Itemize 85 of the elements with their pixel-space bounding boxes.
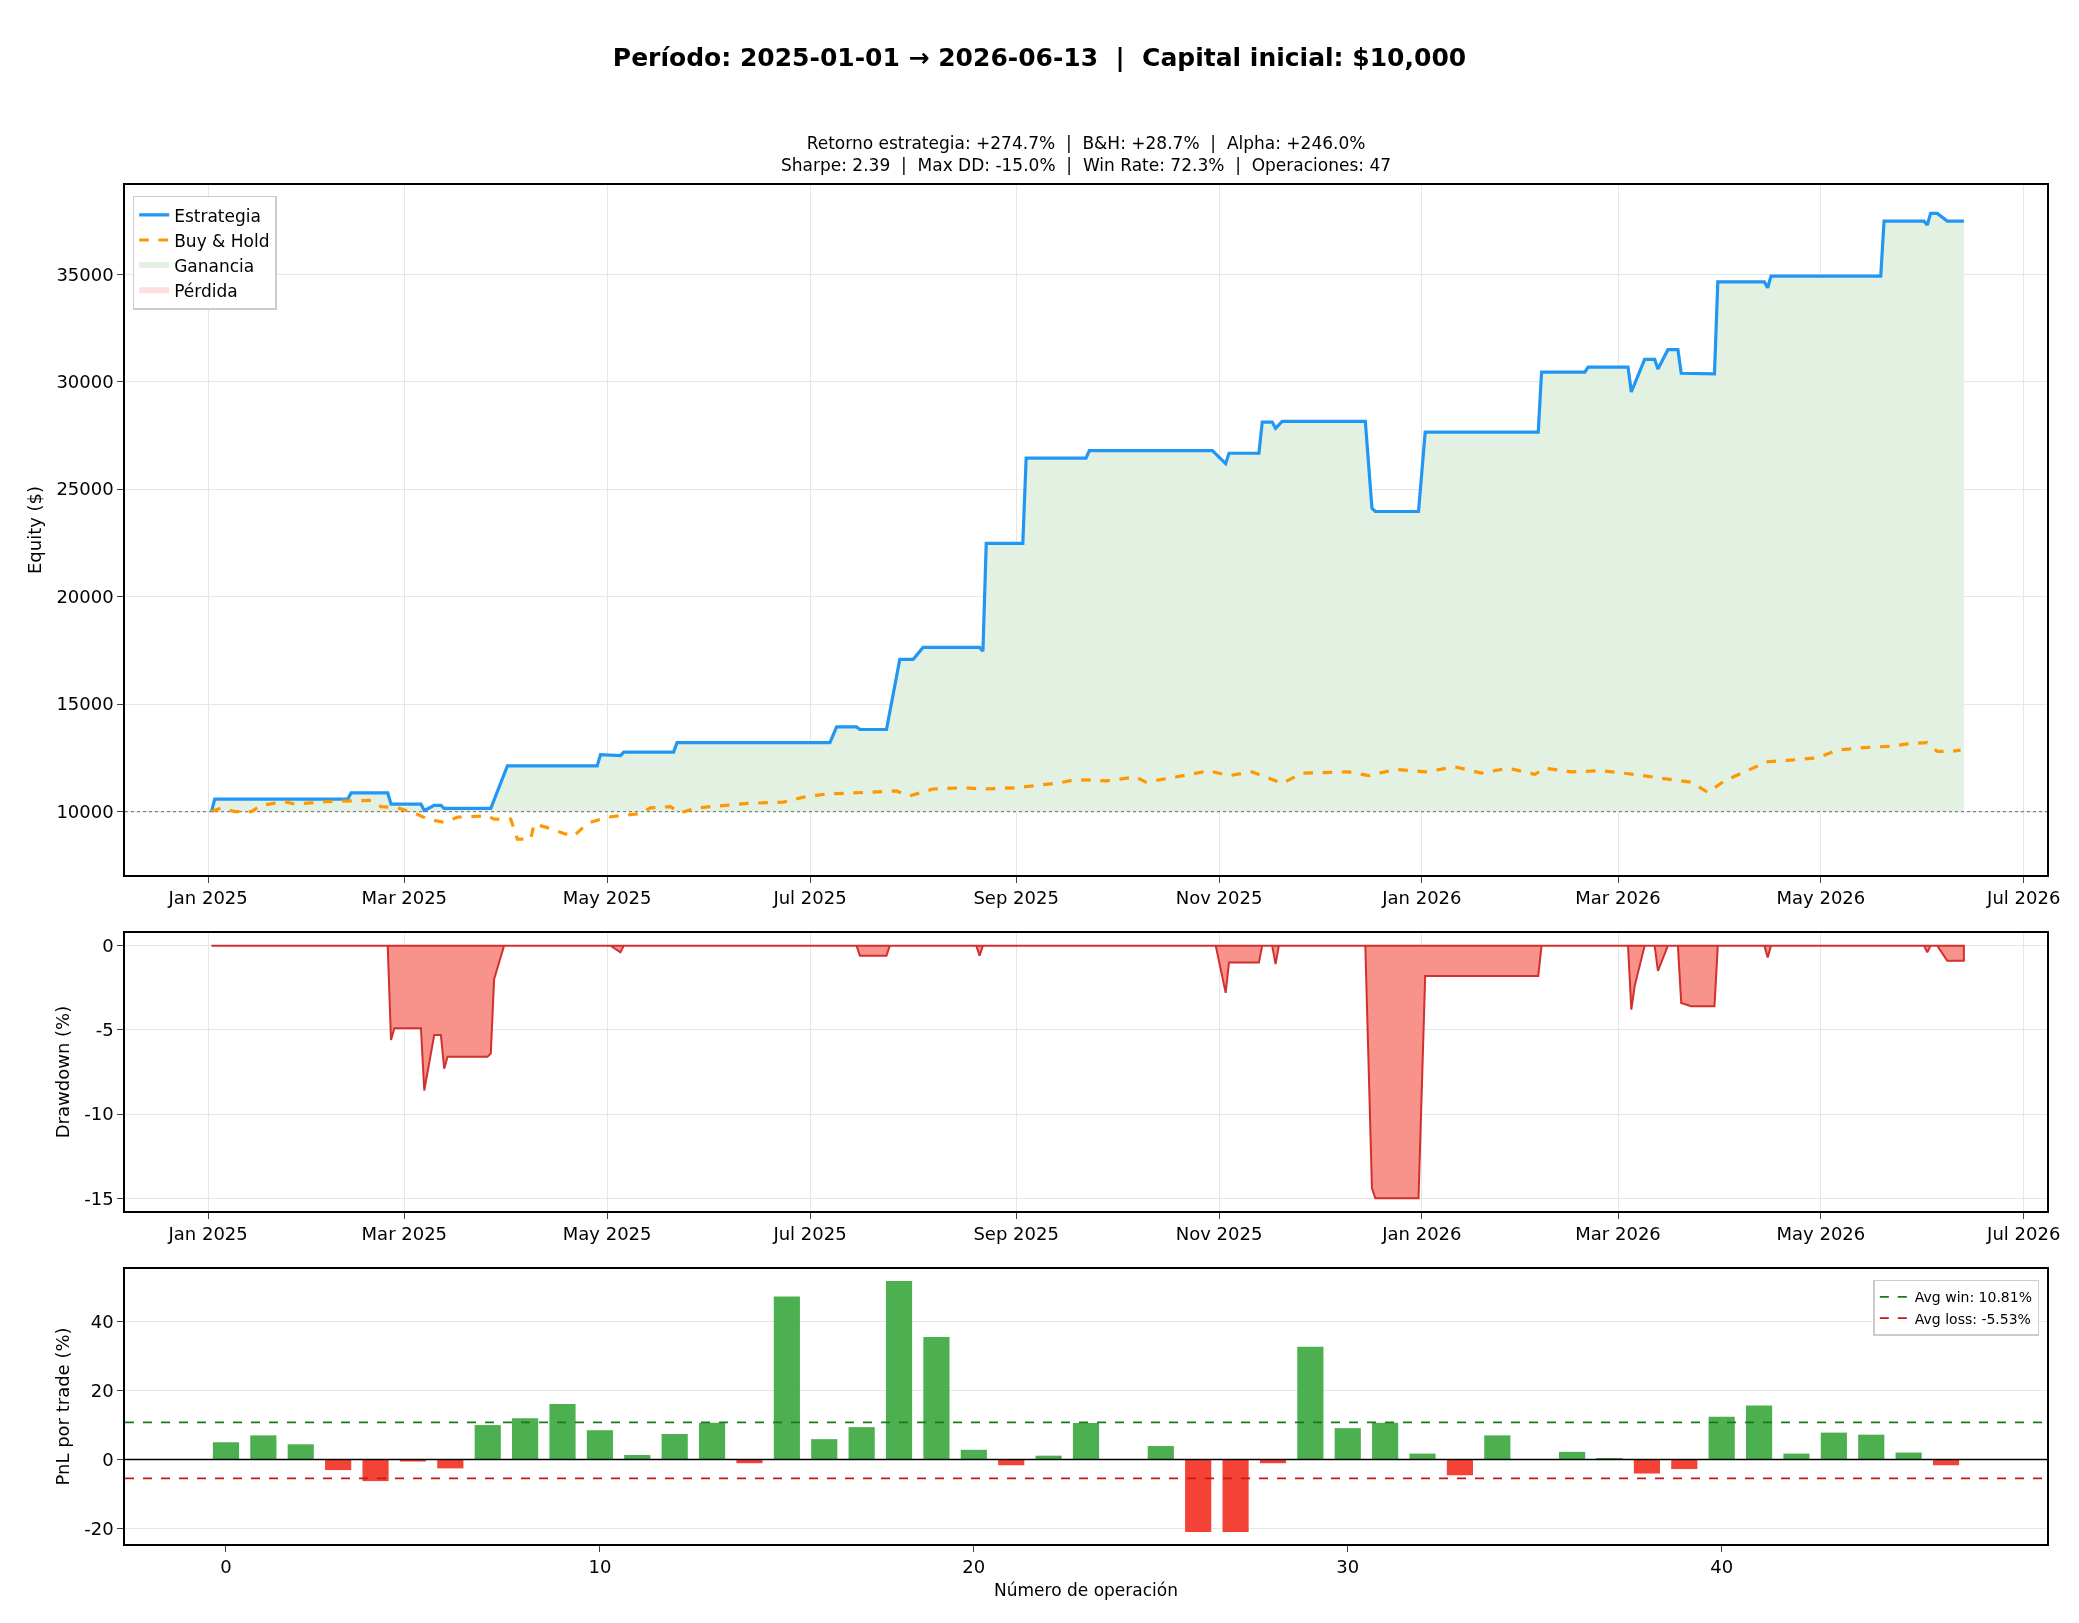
y-tick-label: -10 — [84, 1103, 114, 1125]
x-tick-label: Mar 2026 — [1575, 887, 1661, 909]
x-tick-label: Jan 2025 — [167, 1223, 248, 1245]
bar — [1446, 1459, 1474, 1476]
bar — [698, 1422, 726, 1460]
y-tick-label: 40 — [90, 1311, 114, 1333]
bar — [661, 1434, 688, 1460]
x-tick-label: May 2025 — [562, 1223, 652, 1245]
y-tick-label: -20 — [84, 1517, 114, 1539]
bar — [474, 1425, 501, 1460]
bar — [1484, 1435, 1511, 1460]
x-tick-label: Jul 2026 — [1986, 887, 2061, 909]
x-tick-label: May 2026 — [1776, 1223, 1866, 1245]
bar — [1708, 1416, 1735, 1460]
y-axis-title: PnL por trade (%) — [51, 1327, 73, 1486]
chart-title: Período: 2025-01-01 → 2026-06-13 | Capital inicial: $10,000 — [612, 42, 1467, 72]
x-tick-label: Sep 2025 — [973, 887, 1059, 909]
y-tick-label: 0 — [102, 934, 114, 956]
x-tick-label: Mar 2025 — [361, 887, 448, 909]
legend-label: Avg loss: -5.53% — [1914, 1310, 2031, 1327]
bar — [885, 1281, 913, 1460]
x-tick-label: Jul 2025 — [772, 887, 847, 909]
bar — [1372, 1422, 1399, 1460]
bar — [960, 1449, 987, 1460]
x-tick-label: Jan 2025 — [167, 887, 248, 909]
chart-subtitle: Retorno estrategia: +274.7% | B&H: +28.7% | Alpha: +246.0% Sharpe: 2.39 | Max DD: -15.0% | Win Rate: 72.3% | Operaciones: 47 — [781, 133, 1392, 176]
bar — [923, 1337, 950, 1460]
bar — [287, 1444, 314, 1460]
bar — [1745, 1405, 1773, 1460]
bar — [212, 1442, 240, 1460]
x-tick-label: Nov 2025 — [1175, 1223, 1263, 1245]
x-tick-label: Jul 2025 — [772, 1223, 847, 1245]
bar — [1633, 1459, 1660, 1474]
x-tick-label: Mar 2025 — [361, 1223, 448, 1245]
x-tick-label: May 2025 — [562, 887, 652, 909]
bar — [1820, 1432, 1847, 1460]
x-tick-label: May 2026 — [1776, 887, 1866, 909]
bar — [1334, 1428, 1361, 1460]
line-series — [209, 740, 1963, 841]
bar — [250, 1435, 277, 1460]
y-tick-label: -5 — [95, 1019, 114, 1041]
bar — [811, 1439, 838, 1460]
x-tick-label: Jan 2026 — [1381, 887, 1462, 909]
x-tick-label: 30 — [1336, 1556, 1360, 1578]
bar — [362, 1459, 389, 1482]
legend-label: Ganancia — [174, 255, 255, 276]
bar — [1671, 1459, 1698, 1470]
bar — [1297, 1346, 1324, 1460]
y-tick-label: 15000 — [56, 693, 114, 715]
y-tick-label: 0 — [102, 1448, 114, 1470]
y-axis-title: Equity ($) — [24, 485, 46, 575]
bar — [1858, 1434, 1885, 1460]
x-tick-label: Jul 2026 — [1986, 1223, 2061, 1245]
y-tick-label: 25000 — [56, 478, 114, 500]
legend-label: Buy & Hold — [174, 230, 270, 251]
y-tick-label: 20000 — [56, 585, 114, 607]
x-tick-label: 0 — [220, 1556, 232, 1578]
bar — [1559, 1451, 1586, 1460]
y-tick-label: 30000 — [56, 370, 114, 392]
legend-label: Pérdida — [174, 280, 238, 301]
y-tick-label: -15 — [84, 1187, 114, 1209]
x-tick-label: Jan 2026 — [1381, 1223, 1462, 1245]
x-tick-label: Mar 2026 — [1575, 1223, 1661, 1245]
bar — [1147, 1446, 1174, 1460]
bar — [1185, 1459, 1212, 1532]
legend-label: Estrategia — [174, 205, 261, 226]
bar — [1072, 1423, 1100, 1460]
x-tick-label: Sep 2025 — [973, 1223, 1059, 1245]
x-tick-label: 40 — [1710, 1556, 1734, 1578]
x-tick-label: Nov 2025 — [1175, 887, 1263, 909]
bar — [549, 1404, 576, 1460]
y-axis-title: Drawdown (%) — [51, 1005, 73, 1139]
y-tick-label: 10000 — [56, 800, 114, 822]
y-tick-label: 35000 — [56, 263, 114, 285]
legend-label: Avg win: 10.81% — [1914, 1289, 2032, 1306]
bar — [586, 1430, 613, 1460]
x-axis-title: Número de operación — [994, 1580, 1178, 1601]
x-tick-label: 10 — [588, 1556, 612, 1578]
bar — [512, 1418, 539, 1460]
bar — [848, 1427, 875, 1460]
bar — [1222, 1459, 1249, 1532]
bar — [325, 1459, 352, 1471]
bar — [773, 1296, 800, 1460]
x-tick-label: 20 — [962, 1556, 986, 1578]
y-tick-label: 20 — [90, 1379, 114, 1401]
